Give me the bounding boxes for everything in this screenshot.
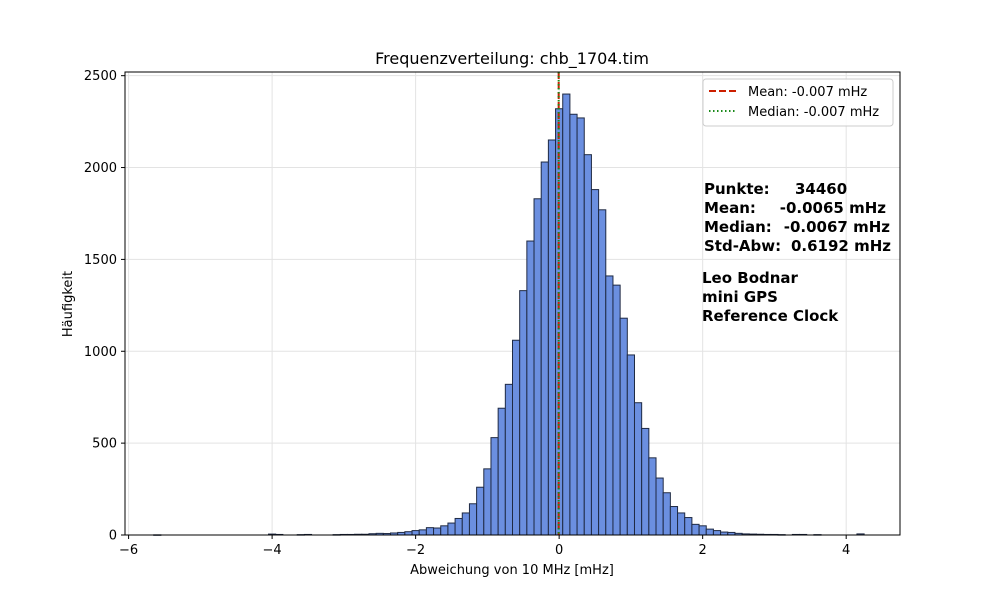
stats-median-label: Median: — [704, 218, 772, 236]
x-axis-label: Abweichung von 10 MHz [mHz] — [410, 563, 614, 578]
y-tick-label: 2500 — [84, 69, 117, 84]
histogram-bar — [548, 140, 555, 535]
histogram-bar — [527, 241, 534, 535]
histogram-bar — [491, 438, 498, 535]
y-tick-label: 1000 — [84, 345, 117, 360]
x-tick-label: −4 — [263, 543, 282, 558]
histogram-bar — [513, 340, 520, 535]
y-tick-label: 500 — [92, 437, 117, 452]
y-tick-label: 0 — [109, 529, 117, 544]
histogram-bar — [563, 94, 570, 535]
histogram-bar — [462, 513, 469, 535]
y-tick-label: 2000 — [84, 161, 117, 176]
stats-median-value: -0.0067 mHz — [784, 218, 891, 236]
histogram-bar — [649, 458, 656, 535]
histogram-bar — [426, 528, 433, 535]
histogram-bar — [577, 118, 584, 535]
histogram-bar — [484, 469, 491, 535]
histogram-bar — [534, 199, 541, 535]
x-tick-label: −2 — [406, 543, 425, 558]
y-tick-label: 1500 — [84, 253, 117, 268]
stats-mean-label: Mean: — [704, 199, 756, 217]
device-line-3: Reference Clock — [702, 307, 839, 325]
stats-annotation: Punkte: 34460 Mean: -0.0065 mHz Median: … — [704, 180, 891, 255]
histogram-bar — [448, 523, 455, 535]
histogram-bar — [599, 210, 606, 535]
y-axis-label: Häufigkeit — [61, 271, 76, 337]
histogram-bar — [541, 162, 548, 535]
histogram-bar — [678, 513, 685, 535]
legend: Mean: -0.007 mHz Median: -0.007 mHz — [703, 79, 893, 126]
chart-title: Frequenzverteilung: chb_1704.tim — [375, 49, 649, 69]
stats-std-value: 0.6192 mHz — [791, 237, 891, 255]
histogram-bar — [642, 428, 649, 535]
histogram-bar — [663, 493, 670, 535]
histogram-bar — [692, 524, 699, 535]
stats-points-value: 34460 — [795, 180, 847, 198]
histogram-bar — [699, 526, 706, 535]
histogram-bar — [434, 528, 441, 535]
histogram-bar — [656, 478, 663, 535]
histogram-bar — [606, 276, 613, 535]
stats-std-label: Std-Abw: — [704, 237, 781, 255]
stats-mean-value: -0.0065 mHz — [780, 199, 887, 217]
histogram-bar — [634, 403, 641, 535]
x-tick-label: 4 — [842, 543, 850, 558]
histogram-bar — [469, 504, 476, 535]
histogram-bar — [584, 155, 591, 535]
histogram-bar — [441, 526, 448, 535]
histogram-bar — [412, 531, 419, 535]
histogram-bar — [620, 318, 627, 535]
stats-points-label: Punkte: — [704, 180, 770, 198]
x-tick-label: −6 — [119, 543, 138, 558]
device-annotation: Leo Bodnar mini GPS Reference Clock — [702, 269, 839, 325]
histogram-bar — [713, 531, 720, 535]
x-tick-label: 0 — [555, 543, 563, 558]
histogram-bar — [670, 507, 677, 535]
histogram-bar — [455, 518, 462, 535]
histogram-bar — [627, 355, 634, 535]
histogram-bar — [498, 408, 505, 535]
device-line-1: Leo Bodnar — [702, 269, 799, 287]
histogram-bar — [505, 384, 512, 535]
histogram-bar — [591, 190, 598, 535]
histogram-bar — [706, 529, 713, 535]
x-tick-label: 2 — [699, 543, 707, 558]
histogram-bar — [685, 518, 692, 535]
histogram-bar — [477, 487, 484, 535]
histogram-bar — [520, 291, 527, 535]
histogram-bar — [419, 530, 426, 535]
device-line-2: mini GPS — [702, 288, 778, 306]
histogram-bar — [613, 285, 620, 535]
legend-mean-label: Mean: -0.007 mHz — [748, 85, 867, 100]
legend-median-label: Median: -0.007 mHz — [748, 105, 879, 120]
histogram-bar — [570, 114, 577, 535]
